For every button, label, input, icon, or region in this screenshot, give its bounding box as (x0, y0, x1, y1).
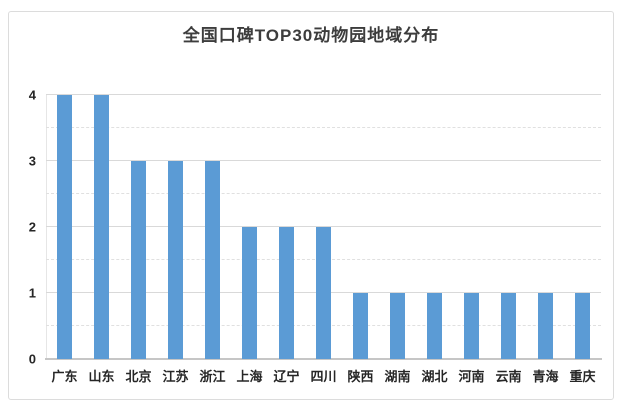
gridline-minor (46, 193, 601, 194)
gridline-minor (46, 127, 601, 128)
x-tick-label: 青海 (532, 369, 559, 384)
bar-云南 (501, 293, 516, 359)
chart-title: 全国口碑TOP30动物园地域分布 (182, 26, 440, 45)
y-tick-label: 4 (28, 87, 36, 103)
x-tick-label: 北京 (125, 369, 152, 384)
bar-河南 (464, 293, 479, 359)
y-tick-label: 2 (28, 219, 36, 235)
gridline-major (46, 94, 601, 95)
x-tick-label: 广东 (51, 369, 78, 384)
x-tick-label: 上海 (236, 369, 263, 384)
bar-湖南 (390, 293, 405, 359)
x-tick-label: 河南 (458, 369, 485, 384)
y-axis-line (46, 95, 47, 359)
bar-青海 (538, 293, 553, 359)
gridline-major (46, 226, 601, 227)
bar-北京 (131, 161, 146, 359)
x-tick-label: 湖北 (421, 369, 448, 384)
gridline-major (46, 160, 601, 161)
bar-陕西 (353, 293, 368, 359)
x-tick-label: 云南 (495, 369, 522, 384)
bar-重庆 (575, 293, 590, 359)
y-tick-label: 3 (28, 153, 36, 169)
x-tick-label: 辽宁 (273, 369, 300, 384)
x-tick-label: 四川 (310, 369, 337, 384)
bar-浙江 (205, 161, 220, 359)
x-tick-label: 江苏 (162, 369, 189, 384)
x-axis-line (45, 358, 602, 360)
x-tick-label: 陕西 (347, 369, 374, 384)
x-axis-labels: 广东 山东 北京 江苏 浙江 上海 辽宁 四川 陕西 湖南 湖北 河南 云南 青海 重庆 (46, 366, 601, 385)
bar-湖北 (427, 293, 442, 359)
y-tick-label: 0 (28, 351, 36, 367)
x-tick-label: 山东 (88, 369, 115, 384)
bar-江苏 (168, 161, 183, 359)
bar-辽宁 (279, 227, 294, 359)
y-tick-label: 1 (28, 285, 36, 301)
bar-四川 (316, 227, 331, 359)
x-tick-label: 重庆 (569, 369, 596, 384)
plot-area: 0 1 2 3 4 (29, 88, 602, 367)
chart-frame (8, 11, 614, 400)
bar-山东 (94, 95, 109, 359)
bar-上海 (242, 227, 257, 359)
bar-广东 (57, 95, 72, 359)
x-tick-label: 浙江 (199, 369, 226, 384)
x-tick-label: 湖南 (384, 369, 411, 384)
